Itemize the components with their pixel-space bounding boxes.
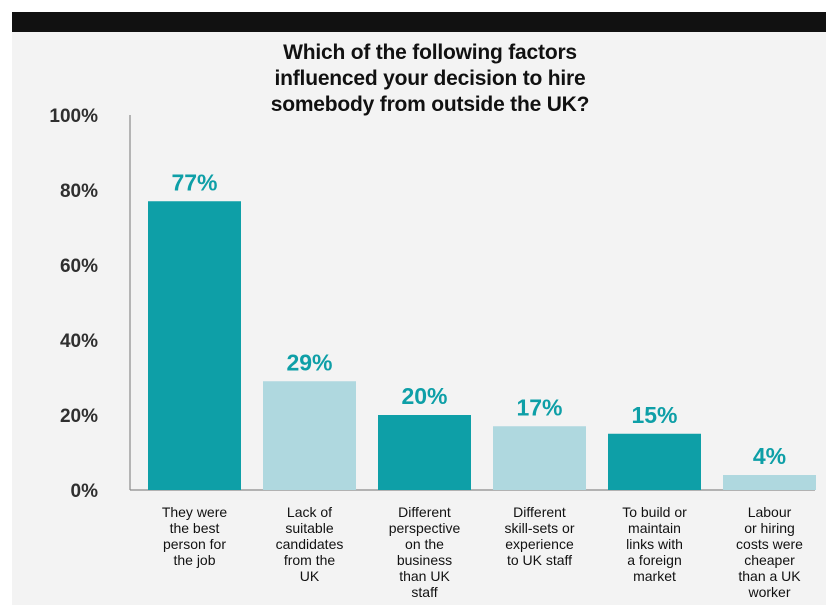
x-tick-label-line: than a UK (738, 568, 801, 584)
chart-title-line: influenced your decision to hire (274, 67, 586, 90)
x-tick-label: To build or maintain links with a foreign ma… (622, 504, 687, 584)
header-bar (12, 12, 826, 32)
x-tick-label: Labour or hiring costs were cheaper than a U… (736, 504, 803, 600)
bar (608, 433, 701, 490)
x-tick-label: Different skill-sets or experience to UK st… (504, 504, 574, 568)
x-tick-label-line: suitable (285, 520, 333, 536)
x-tick-label-line: staff (411, 584, 437, 600)
data-label: 4% (753, 443, 786, 469)
x-tick-label-line: cheaper (744, 552, 795, 568)
bar (148, 201, 241, 490)
x-tick-label-line: from the (284, 552, 336, 568)
x-tick-label-line: maintain (628, 520, 681, 536)
x-tick-label-line: market (633, 568, 676, 584)
data-label: 77% (171, 169, 217, 195)
bar (378, 415, 471, 490)
x-tick-label-line: skill-sets or (504, 520, 574, 536)
y-tick-label: 80% (60, 181, 98, 202)
x-tick-label-line: on the (405, 536, 444, 552)
x-tick-label-line: business (397, 552, 452, 568)
chart-title: Which of the following factors influence… (150, 40, 710, 118)
x-tick-label: They were the best person for the job (162, 504, 228, 568)
x-tick-label: Lack of suitable candidates from the UK (276, 504, 344, 584)
x-tick-label-line: costs were (736, 536, 803, 552)
y-tick-label: 40% (60, 331, 98, 352)
x-tick-label-line: a foreign (627, 552, 681, 568)
bar (493, 426, 586, 490)
y-tick-label: 0% (71, 481, 99, 502)
x-tick-label-line: to UK staff (507, 552, 572, 568)
y-tick-label: 100% (49, 106, 98, 127)
bar (723, 475, 816, 490)
x-tick-label-line: experience (505, 536, 574, 552)
data-label: 29% (286, 349, 332, 375)
x-tick-label-line: Different (398, 504, 451, 520)
chart-title-line: somebody from outside the UK? (270, 93, 590, 116)
bar (263, 381, 356, 490)
chart-panel (12, 32, 826, 605)
x-tick-label-line: UK (300, 568, 320, 584)
chart-title-line: Which of the following factors (283, 41, 577, 64)
x-tick-label: Different perspective on the business than U… (389, 504, 461, 600)
x-tick-label-line: They were (162, 504, 228, 520)
x-tick-label-line: candidates (276, 536, 344, 552)
data-label: 20% (401, 383, 447, 409)
x-tick-label-line: perspective (389, 520, 461, 536)
x-tick-label-line: Labour (748, 504, 792, 520)
data-label: 17% (516, 394, 562, 420)
x-tick-label-line: person for (163, 536, 226, 552)
x-tick-label-line: worker (747, 584, 790, 600)
x-tick-label-line: links with (626, 536, 683, 552)
y-tick-label: 20% (60, 406, 98, 427)
x-tick-label-line: than UK (399, 568, 450, 584)
x-tick-label-line: Lack of (287, 504, 332, 520)
y-tick-label: 60% (60, 256, 98, 277)
x-tick-label-line: Different (513, 504, 566, 520)
x-tick-label-line: To build or (622, 504, 687, 520)
x-tick-label-line: the job (173, 552, 215, 568)
x-tick-label-line: the best (170, 520, 220, 536)
x-tick-label-line: or hiring (744, 520, 795, 536)
data-label: 15% (631, 402, 677, 428)
